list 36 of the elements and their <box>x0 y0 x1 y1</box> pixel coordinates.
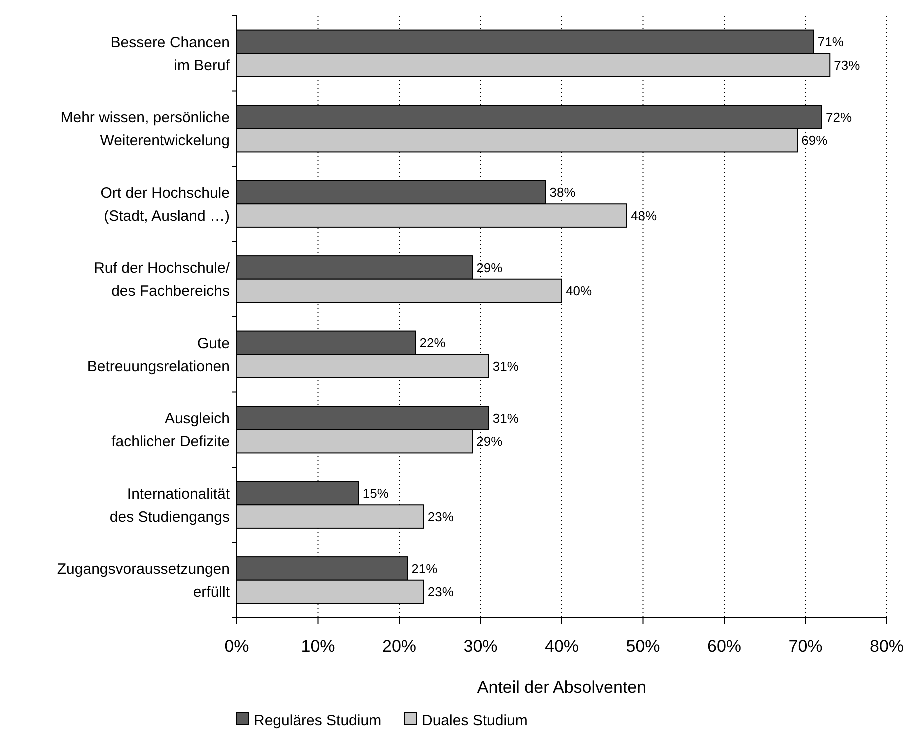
data-label: 71% <box>818 34 844 50</box>
data-label: 73% <box>834 58 861 73</box>
y-tick-label: Bessere Chancen im Beruf <box>110 34 231 74</box>
x-tick-label: 20% <box>382 637 417 656</box>
data-label: 31% <box>492 358 520 374</box>
x-tick-label: 80% <box>870 637 904 656</box>
data-label: 72% <box>826 110 852 125</box>
y-tick-label: Zugangsvoraussetzungen erfüllt <box>57 561 231 602</box>
x-tick-label: 30% <box>464 637 498 656</box>
x-tick-label: 70% <box>788 637 823 656</box>
data-label: 22% <box>420 336 446 351</box>
data-label: 31% <box>492 410 520 426</box>
data-label: 15% <box>362 486 390 502</box>
x-axis-title: Anteil der Absolventen <box>477 678 647 697</box>
data-label: 23% <box>428 584 454 600</box>
data-label: 38% <box>550 185 576 200</box>
data-label: 48% <box>631 208 658 224</box>
y-tick-label: Ort der Hochschule (Stadt, Ausland …) <box>100 184 230 225</box>
data-label: 29% <box>476 260 504 276</box>
data-label: 29% <box>476 434 504 450</box>
x-tick-label: 10% <box>301 637 336 656</box>
y-tick-label: Mehr wissen, persönliche Weiterentwickelung <box>60 110 230 150</box>
data-label: 40% <box>566 284 592 299</box>
data-label: 21% <box>412 561 438 576</box>
x-tick-label: 40% <box>544 637 580 656</box>
legend-label: Duales Studium <box>422 712 528 730</box>
y-tick-label: Gute Betreuungsrelationen <box>87 335 230 376</box>
legend-label: Reguläres Studium <box>254 712 382 730</box>
data-label: 23% <box>428 509 454 524</box>
x-tick-label: 50% <box>626 637 660 656</box>
y-tick-label: Internationalität des Studiengangs <box>110 486 231 526</box>
x-tick-label: 0% <box>224 637 250 656</box>
x-tick-label: 60% <box>707 637 742 656</box>
data-label: 69% <box>802 133 828 148</box>
y-tick-label: Ausgleich fachlicher Defizite <box>112 410 230 451</box>
y-tick-label: Ruf der Hochschule/ des Fachbereichs <box>94 260 231 300</box>
